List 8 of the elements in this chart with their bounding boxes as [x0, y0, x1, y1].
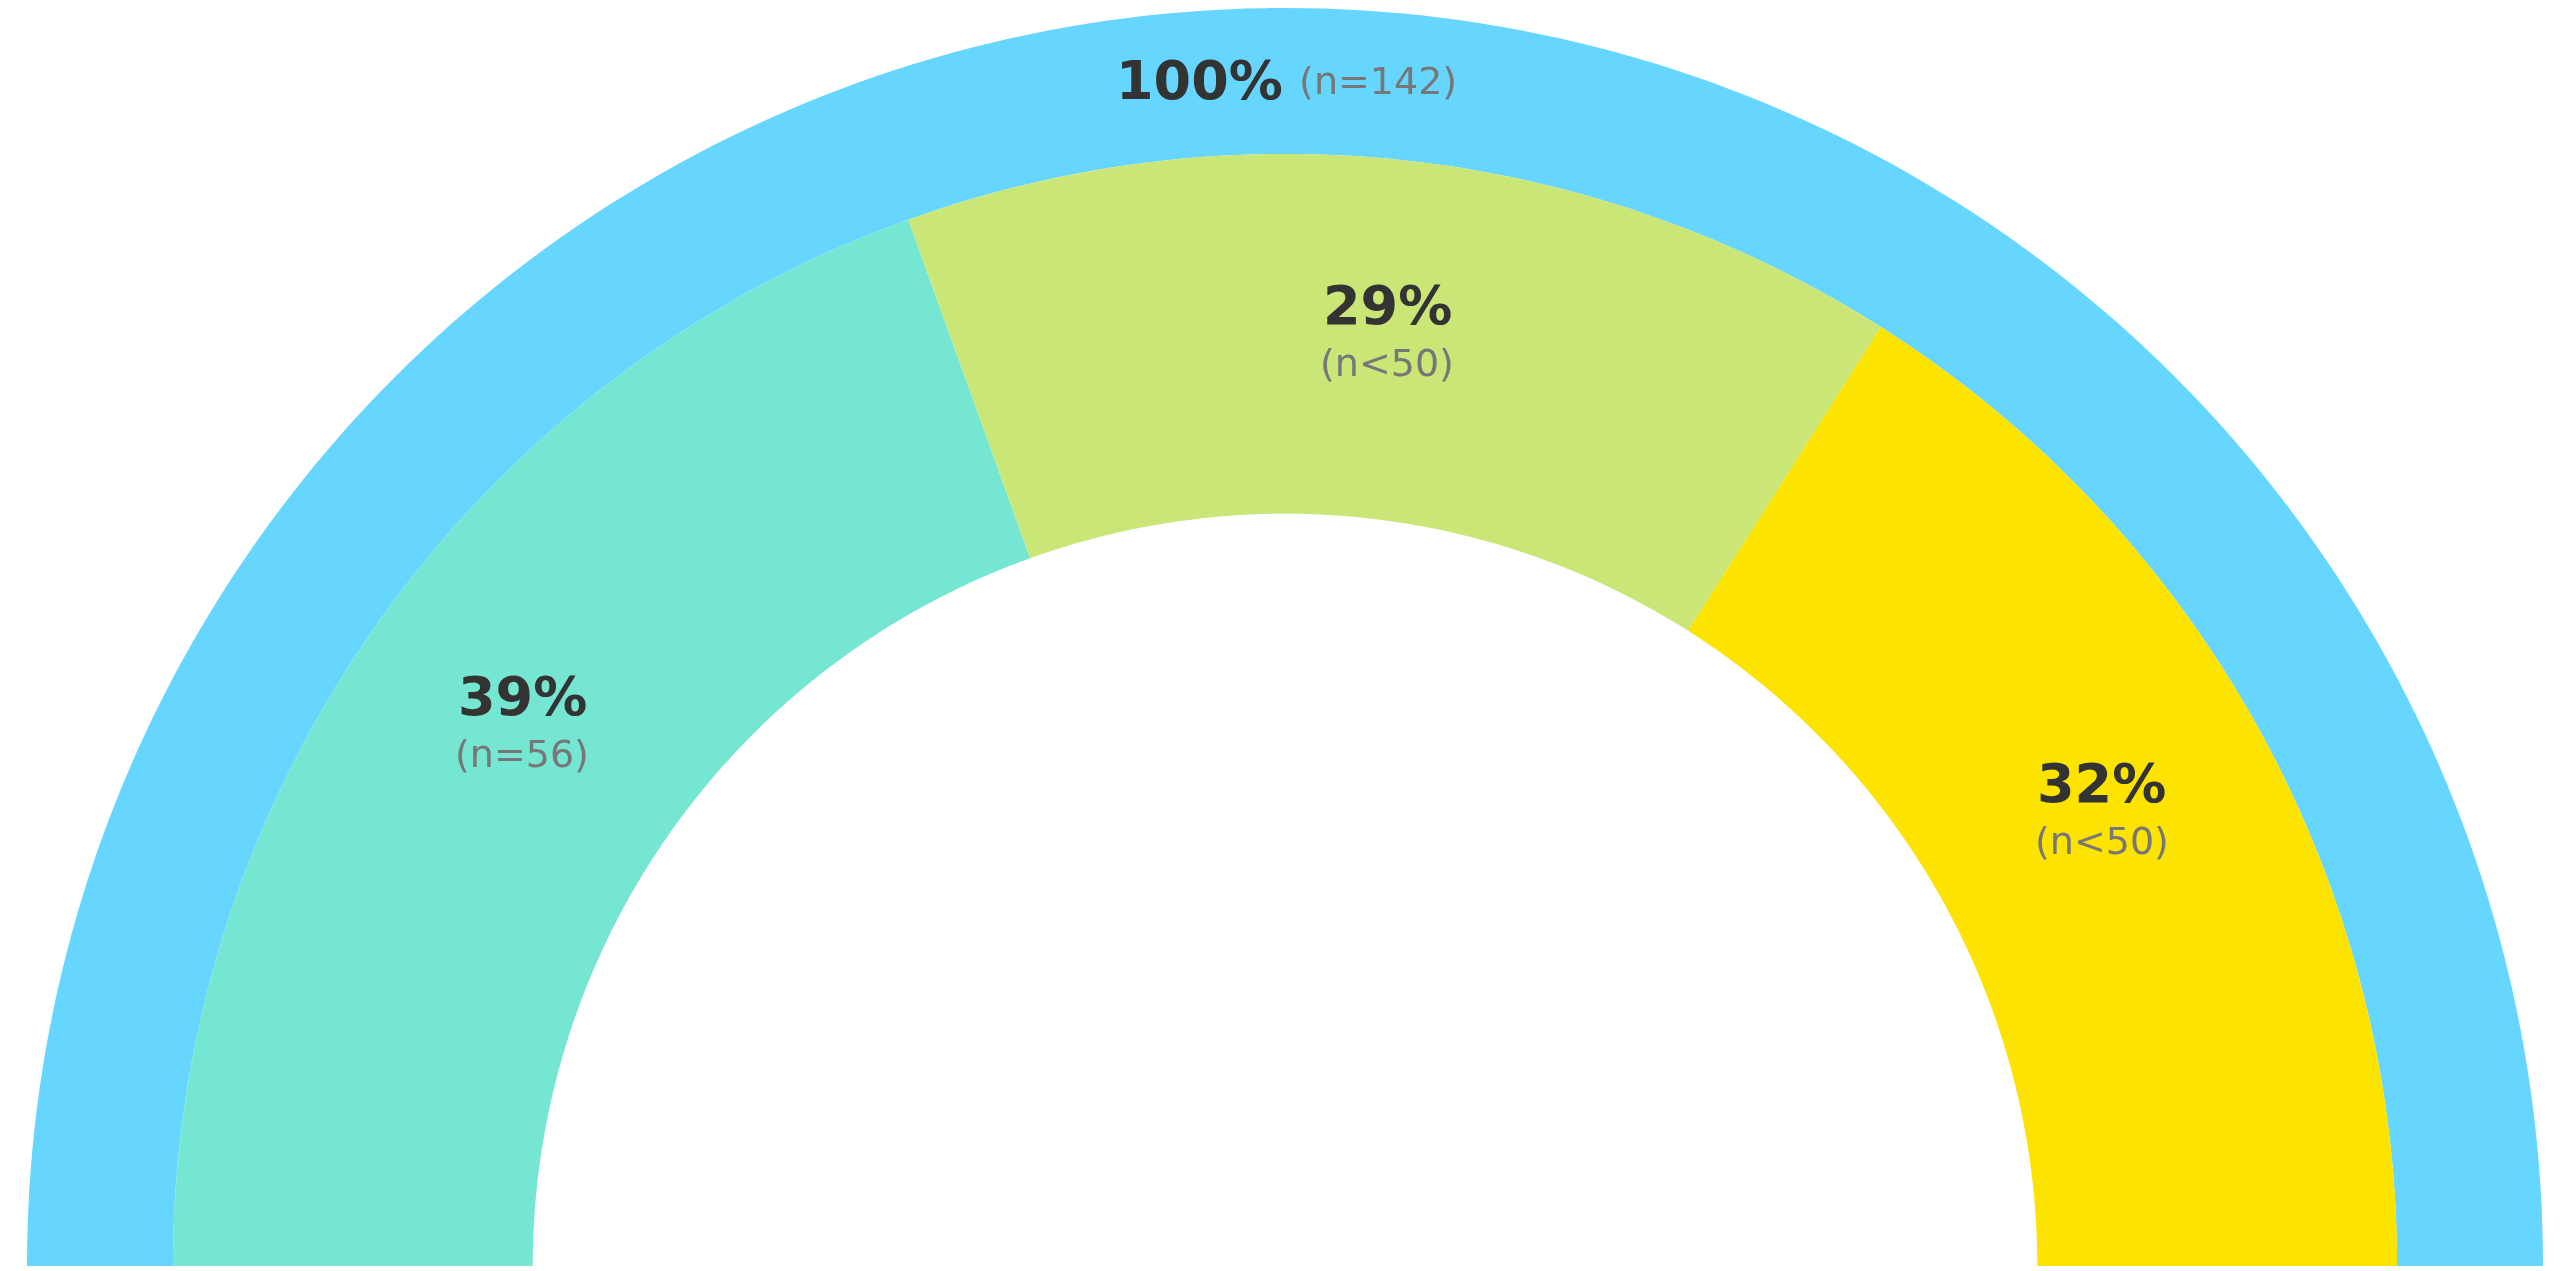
text: (n<50): [2035, 819, 2169, 863]
data-label: 29%: [1323, 274, 1453, 337]
text: (n<50): [1320, 341, 1454, 385]
data-label: 39%: [458, 665, 588, 728]
text: (n=142): [1287, 59, 1458, 103]
data-label: 100%: [1116, 49, 1283, 112]
data-label: 32%: [2037, 752, 2167, 815]
text: (n=56): [455, 732, 589, 776]
